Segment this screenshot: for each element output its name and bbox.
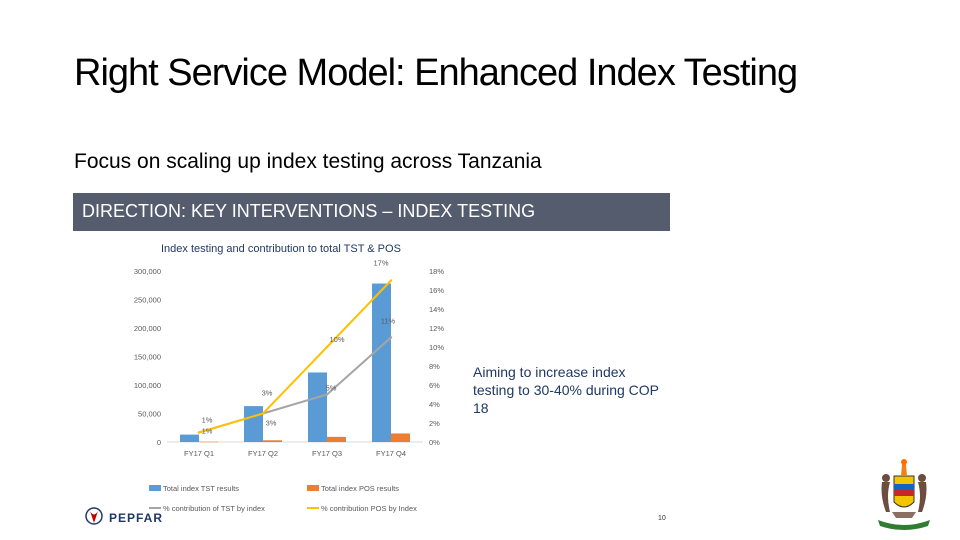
x-tick-label: FY17 Q1	[184, 449, 214, 458]
series-line-2	[198, 336, 392, 434]
embedded-slide-image: DIRECTION: KEY INTERVENTIONS – INDEX TES…	[73, 193, 670, 530]
chart-title: Index testing and contribution to total …	[161, 243, 401, 255]
y-right-tick-label: 2%	[429, 419, 440, 428]
line-data-label: 10%	[329, 335, 344, 344]
bar-tst	[244, 406, 263, 442]
bar-pos	[263, 440, 282, 442]
slide-title: Right Service Model: Enhanced Index Test…	[74, 52, 798, 94]
line-point-2	[325, 393, 329, 396]
series-line-3	[198, 279, 392, 434]
y-left-tick-label: 150,000	[134, 353, 161, 362]
legend-label: Total index POS results	[321, 484, 399, 493]
y-right-tick-label: 14%	[429, 305, 444, 314]
bar-pos	[391, 433, 410, 442]
line-point-3	[325, 345, 329, 349]
direction-header-text: DIRECTION: KEY INTERVENTIONS – INDEX TES…	[82, 201, 536, 221]
line-data-label: 11%	[381, 317, 396, 326]
tanzania-coat-of-arms-icon	[878, 459, 930, 530]
line-data-label: 3%	[262, 389, 273, 398]
bar-tst	[308, 372, 327, 442]
y-left-tick-label: 250,000	[134, 296, 161, 305]
line-point-3	[197, 431, 201, 434]
line-data-label: 5%	[326, 384, 337, 393]
index-testing-chart: Index testing and contribution to total …	[134, 243, 444, 513]
legend-swatch	[307, 485, 319, 491]
y-right-tick-label: 16%	[429, 286, 444, 295]
y-right-tick-label: 8%	[429, 362, 440, 371]
line-data-label: 3%	[266, 419, 277, 428]
line-point-3	[261, 412, 265, 415]
direction-header-bar: DIRECTION: KEY INTERVENTIONS – INDEX TES…	[73, 193, 670, 231]
page-number: 10	[658, 515, 666, 522]
line-point-3	[389, 279, 393, 282]
y-left-tick-label: 50,000	[138, 410, 161, 419]
legend-label: % contribution POS by Index	[321, 504, 417, 513]
line-data-label: 17%	[373, 259, 388, 268]
aim-annotation: Aiming to increase index testing to 30-4…	[473, 364, 659, 416]
legend-label: Total index TST results	[163, 484, 239, 493]
legend-swatch	[149, 485, 161, 491]
slide-subtitle: Focus on scaling up index testing across…	[74, 150, 542, 173]
y-right-tick-label: 12%	[429, 324, 444, 333]
x-tick-label: FY17 Q3	[312, 449, 342, 458]
line-point-2	[389, 336, 393, 339]
y-right-tick-label: 4%	[429, 400, 440, 409]
x-tick-label: FY17 Q4	[376, 449, 406, 458]
bar-tst	[372, 283, 391, 442]
bar-pos	[327, 436, 346, 442]
y-left-tick-label: 300,000	[134, 267, 161, 276]
y-right-tick-label: 0%	[429, 438, 440, 447]
line-data-label: 1%	[202, 416, 213, 425]
y-right-tick-label: 10%	[429, 343, 444, 352]
pepfar-logo-text: PEPFAR	[109, 511, 164, 525]
bar-pos	[199, 441, 218, 443]
line-data-label: 1%	[202, 427, 213, 436]
pepfar-logo-icon	[85, 507, 103, 525]
bar-tst	[180, 434, 199, 442]
legend-label: % contribution of TST by index	[163, 504, 265, 513]
y-right-tick-label: 6%	[429, 381, 440, 390]
y-left-tick-label: 0	[157, 438, 161, 447]
y-left-tick-label: 200,000	[134, 324, 161, 333]
x-tick-label: FY17 Q2	[248, 449, 278, 458]
y-left-tick-label: 100,000	[134, 381, 161, 390]
y-right-tick-label: 18%	[429, 267, 444, 276]
